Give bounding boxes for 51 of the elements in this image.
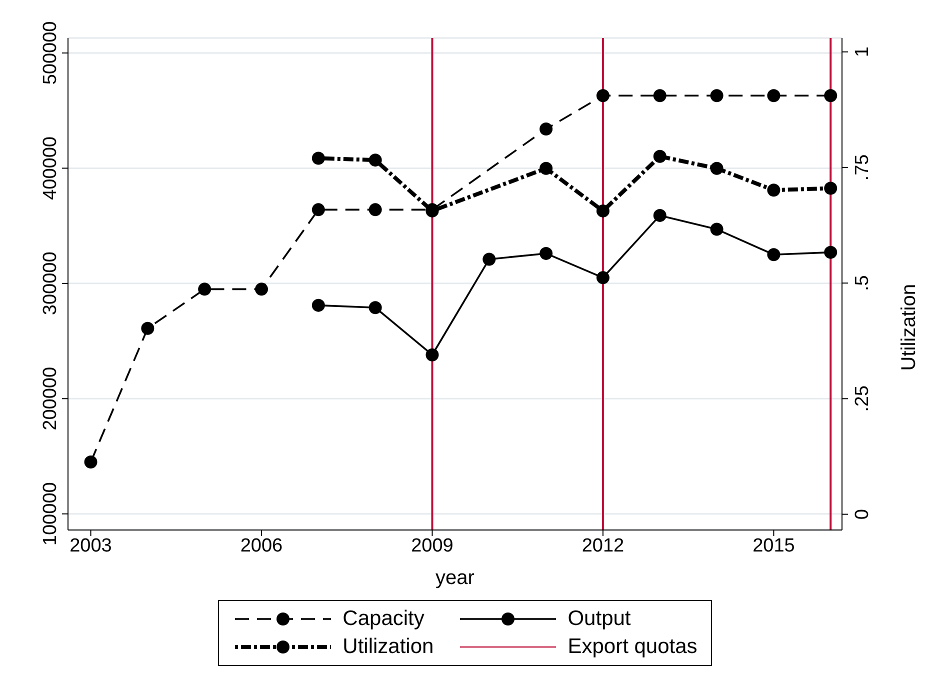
x-tick-label: 2012 <box>582 535 624 556</box>
y2-axis-title: Utilization <box>898 284 920 371</box>
y2-tick-label: 0 <box>852 508 873 520</box>
y-tick-label: 300000 <box>40 252 61 316</box>
y2-tick-label: 1 <box>852 46 873 58</box>
point <box>653 89 666 102</box>
legend-label: Utilization <box>342 635 434 659</box>
point <box>426 348 439 362</box>
point <box>767 184 780 197</box>
point <box>710 222 724 236</box>
point <box>596 89 610 102</box>
y2-tick-label: .75 <box>852 154 873 181</box>
point <box>824 246 838 259</box>
legend-label: Export quotas <box>568 635 698 659</box>
point <box>767 89 780 102</box>
point <box>540 162 553 175</box>
point <box>653 208 666 222</box>
y2-tick-label: .25 <box>852 385 873 412</box>
point <box>198 282 212 296</box>
point <box>141 322 154 335</box>
point <box>312 203 325 216</box>
point <box>482 252 496 266</box>
x-tick-label: 2009 <box>411 535 454 556</box>
y-tick-label: 200000 <box>40 366 61 430</box>
legend-label: Output <box>568 607 631 631</box>
point <box>653 150 666 163</box>
point <box>255 282 268 296</box>
y-tick-label: 400000 <box>40 136 61 200</box>
point <box>368 301 382 314</box>
point <box>824 89 838 102</box>
point <box>368 154 382 167</box>
point <box>824 182 838 195</box>
point <box>710 162 724 175</box>
point <box>710 89 724 102</box>
point <box>312 152 325 165</box>
point <box>596 204 610 218</box>
x-tick-label: 2006 <box>240 535 283 556</box>
point <box>540 122 553 136</box>
y-tick-label: 100000 <box>40 482 61 546</box>
x-axis-title: year <box>436 567 475 589</box>
point <box>84 456 98 469</box>
x-tick-label: 2003 <box>70 535 112 556</box>
y2-tick-label: .5 <box>852 275 873 292</box>
x-tick-label: 2015 <box>752 535 795 556</box>
point <box>767 248 780 262</box>
point <box>596 271 610 284</box>
legend-label: Capacity <box>342 607 424 631</box>
point <box>312 298 325 312</box>
point <box>540 246 553 260</box>
y-tick-label: 500000 <box>40 21 61 85</box>
point <box>368 203 382 216</box>
